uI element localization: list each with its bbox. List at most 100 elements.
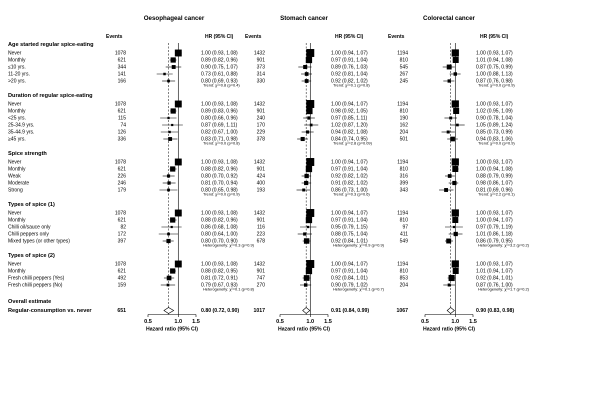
events-value: 246 bbox=[118, 181, 127, 187]
events-value: 810 bbox=[400, 167, 409, 173]
events-value: 1194 bbox=[397, 102, 408, 108]
events-value: 267 bbox=[400, 72, 409, 78]
test-statistic: Trend: χ²=0.0 (p=0.8) bbox=[203, 141, 240, 146]
hr-ci-text: 0.89 (0.76, 1.03) bbox=[331, 65, 368, 71]
hr-marker bbox=[300, 136, 305, 142]
hr-marker bbox=[447, 174, 452, 178]
events-value: 424 bbox=[257, 174, 266, 180]
panel-title: Oesophageal cancer bbox=[144, 15, 205, 22]
hr-marker bbox=[167, 79, 170, 83]
hr-marker bbox=[303, 238, 310, 244]
x-tick-label: 1.0 bbox=[306, 319, 314, 325]
hr-marker bbox=[303, 275, 310, 281]
events-value: 270 bbox=[257, 283, 266, 289]
hr-marker bbox=[456, 123, 459, 127]
hr-ci-text: 1.00 (0.94, 1.07) bbox=[331, 102, 368, 108]
hr-marker bbox=[174, 100, 182, 108]
events-value: 344 bbox=[118, 65, 127, 71]
hr-marker bbox=[166, 283, 170, 287]
hr-ci-text: 0.87 (0.69, 1.11) bbox=[201, 123, 238, 129]
hr-ci-text: 0.86 (0.73, 1.00) bbox=[331, 188, 368, 194]
hr-ci-text: 0.94 (0.82, 1.08) bbox=[331, 130, 368, 136]
hr-marker bbox=[309, 123, 313, 127]
column-header-hr: HR (95% CI) bbox=[205, 34, 234, 40]
row-label: Mixed types (or other types) bbox=[8, 239, 70, 245]
events-value: 179 bbox=[118, 188, 127, 194]
hr-ci-text: 1.00 (0.94, 1.07) bbox=[331, 262, 368, 268]
hr-marker bbox=[170, 166, 176, 172]
hr-marker bbox=[452, 180, 457, 186]
test-statistic: Trend: χ²=2.2 (p=0.1) bbox=[478, 192, 515, 197]
overall-diamond bbox=[302, 307, 311, 314]
hr-ci-text: 1.00 (0.94, 1.07) bbox=[331, 160, 368, 166]
hr-marker bbox=[170, 268, 176, 274]
hr-marker bbox=[168, 137, 173, 141]
events-value: 226 bbox=[118, 174, 127, 180]
hr-ci-text: 0.92 (0.82, 1.02) bbox=[331, 174, 368, 180]
hr-marker bbox=[305, 267, 313, 275]
hr-ci-text: 1.00 (0.93, 1.08) bbox=[201, 102, 238, 108]
test-statistic: Heterogeneity: χ²=3.2 (p=0.2) bbox=[478, 243, 530, 248]
column-header-events: Events bbox=[106, 34, 123, 40]
hr-ci-text: 0.97 (0.79, 1.19) bbox=[476, 225, 513, 231]
row-label: Monthly bbox=[8, 218, 26, 224]
events-value: 621 bbox=[118, 218, 127, 224]
hr-ci-text: 1.00 (0.94, 1.07) bbox=[476, 218, 513, 224]
events-value: 193 bbox=[257, 188, 266, 194]
hr-ci-text: 1.00 (0.93, 1.07) bbox=[476, 102, 513, 108]
test-statistic: Heterogeneity: χ²=0.1 (p=0.8) bbox=[203, 287, 255, 292]
section-title: Types of spice (2) bbox=[8, 253, 55, 259]
events-value: 343 bbox=[400, 188, 409, 194]
hr-marker bbox=[451, 209, 459, 217]
hr-marker bbox=[452, 57, 459, 63]
section-title: Types of spice (1) bbox=[8, 202, 55, 208]
hr-marker bbox=[447, 79, 451, 83]
events-value: 810 bbox=[400, 58, 409, 64]
hr-marker bbox=[167, 181, 171, 185]
events-value: 901 bbox=[257, 167, 266, 173]
hr-ci-text: 0.91 (0.82, 1.02) bbox=[331, 181, 368, 187]
hr-marker bbox=[170, 217, 176, 223]
test-statistic: Heterogeneity: χ²=1.7 (p=0.2) bbox=[478, 287, 530, 292]
overall-events: 651 bbox=[117, 308, 126, 314]
events-value: 97 bbox=[402, 225, 408, 231]
test-statistic: Trend: χ²=0.8 (p=0.4) bbox=[203, 83, 240, 88]
overall-title: Overall estimate bbox=[8, 299, 51, 305]
hr-ci-text: 0.97 (0.91, 1.04) bbox=[331, 269, 368, 275]
hr-marker bbox=[303, 283, 308, 287]
hr-ci-text: 1.00 (0.93, 1.08) bbox=[201, 51, 238, 57]
events-value: 901 bbox=[257, 269, 266, 275]
x-tick-label: 1.0 bbox=[174, 319, 182, 325]
hr-marker bbox=[304, 173, 309, 179]
events-value: 1194 bbox=[397, 160, 408, 166]
x-tick-label: 0.5 bbox=[421, 319, 429, 325]
hr-ci-text: 0.80 (0.69, 0.93) bbox=[201, 79, 238, 85]
row-label: >20 yrs. bbox=[8, 79, 26, 85]
hr-marker bbox=[303, 64, 308, 70]
events-value: 901 bbox=[257, 109, 266, 115]
hr-ci-text: 0.95 (0.79, 1.15) bbox=[331, 225, 368, 231]
events-value: 159 bbox=[118, 283, 127, 289]
overall-diamond bbox=[163, 307, 175, 314]
x-axis-label: Hazard ratio (95% CI) bbox=[423, 327, 475, 333]
hr-marker bbox=[452, 166, 459, 172]
row-label: ≥45 yrs. bbox=[8, 137, 26, 143]
test-statistic: Trend: χ²=0.0 (p=0.9) bbox=[203, 192, 240, 197]
events-value: 115 bbox=[118, 116, 126, 122]
hr-ci-text: 1.00 (0.94, 1.07) bbox=[331, 211, 368, 217]
hr-ci-text: 1.00 (0.93, 1.08) bbox=[201, 211, 238, 217]
hr-marker bbox=[306, 100, 315, 108]
events-value: 545 bbox=[400, 65, 409, 71]
hr-ci-text: 0.97 (0.85, 1.11) bbox=[331, 116, 368, 122]
overall-hr-text: 0.90 (0.83, 0.98) bbox=[476, 308, 514, 314]
row-label: Never bbox=[8, 51, 22, 57]
hr-marker bbox=[306, 158, 315, 166]
row-label: 11-20 yrs. bbox=[8, 72, 30, 78]
hr-marker bbox=[306, 209, 315, 217]
events-value: 747 bbox=[257, 276, 266, 282]
hr-ci-text: 0.87 (0.75, 0.99) bbox=[476, 65, 513, 71]
hr-marker bbox=[170, 108, 176, 114]
hr-marker bbox=[171, 65, 176, 69]
hr-marker bbox=[304, 79, 309, 83]
